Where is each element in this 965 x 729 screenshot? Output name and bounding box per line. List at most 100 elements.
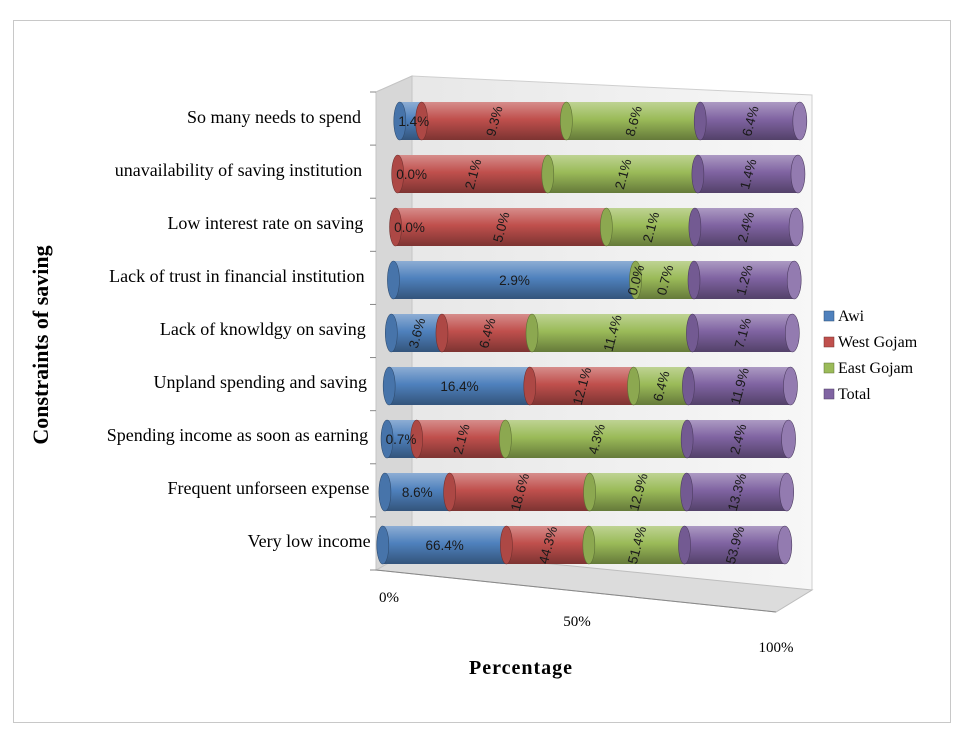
x-tick-label: 50% (563, 614, 591, 630)
bar-segment-cap (443, 472, 456, 512)
data-label: 66.4% (425, 538, 463, 553)
bar-segment-cap (686, 313, 699, 353)
bar-segment-east-gojam (588, 526, 685, 564)
bar-segment-cap (435, 313, 449, 353)
bar-row (384, 313, 800, 353)
y-axis-title: Constraints of saving (28, 245, 53, 444)
bar-end-cap (792, 101, 808, 141)
bar-segment-cap (678, 525, 691, 565)
data-label: 0.0% (394, 220, 425, 235)
bar-segment-total (692, 314, 793, 352)
legend-label: West Gojam (838, 334, 918, 351)
bar-row (391, 154, 806, 194)
bar-segment-cap (582, 525, 596, 565)
x-axis-line (375, 569, 777, 613)
legend: Awi West Gojam East Gojam Total (823, 308, 918, 403)
bar-segment-cap (688, 207, 702, 247)
bar-segment-cap (600, 207, 613, 247)
bar-segment-total (697, 155, 798, 193)
bar-segment-cap (629, 260, 642, 300)
category-label: Lack of trust in financial institution (109, 266, 364, 286)
bar-row (389, 207, 804, 247)
bar-segment-awi (384, 473, 450, 511)
bar-segment-west-gojam (421, 102, 567, 140)
bar-segment-cap (389, 207, 402, 247)
bar-segment-cap (387, 260, 400, 300)
data-label: 2.9% (499, 273, 530, 288)
bar-segment-east-gojam (589, 473, 687, 511)
bar-end-cap (777, 525, 793, 565)
bar-segment-cap (384, 313, 398, 353)
bar-segment-awi (382, 526, 507, 564)
bar-segment-east-gojam (635, 261, 695, 299)
bar-segment-west-gojam (529, 367, 634, 405)
bar-segment-cap (380, 419, 394, 459)
data-label: 1.4% (398, 114, 429, 129)
bar-segment-cap (410, 419, 423, 459)
bar-end-cap (790, 154, 806, 194)
bar-segment-west-gojam (395, 208, 607, 246)
bar-segment-cap (415, 101, 428, 141)
data-label: 0.7% (386, 432, 417, 447)
category-label: Spending income as soon as earning (107, 425, 368, 445)
legend-swatch (823, 336, 835, 348)
bar-segment-east-gojam (566, 102, 701, 140)
category-label: So many needs to spend (187, 107, 361, 127)
data-label: 16.4% (440, 379, 478, 394)
bar-segment-west-gojam (449, 473, 590, 511)
category-labels: So many needs to spend unavailability of … (107, 107, 371, 551)
category-label: Lack of knowldgy on saving (160, 319, 366, 339)
bar-segment-east-gojam (547, 155, 698, 193)
bar-segment-east-gojam (505, 420, 688, 458)
x-axis-title: Percentage (469, 657, 573, 679)
bar-segment-total (687, 420, 789, 458)
bar-segment-cap (376, 525, 390, 565)
category-label: Very low income (248, 531, 371, 551)
bar-segment-total (684, 526, 785, 564)
bar-segment-east-gojam (532, 314, 693, 352)
data-label: 8.6% (402, 485, 433, 500)
bar-end-cap (788, 207, 804, 247)
bar-segment-total (694, 208, 797, 246)
bar-segment-total (700, 102, 800, 140)
data-label: 0.0% (396, 167, 427, 182)
chart-frame (13, 20, 951, 723)
bar-segment-cap (378, 472, 392, 512)
legend-item: Awi (823, 308, 865, 325)
bar-segment-west-gojam (506, 526, 589, 564)
bar-segment-cap (500, 525, 513, 565)
bar-segment-cap (691, 154, 705, 194)
bar-segment-cap (687, 260, 701, 300)
bar-segment-cap (680, 419, 694, 459)
bar-row (387, 260, 802, 300)
x-tick-labels: 0% 50% 100% (379, 590, 794, 656)
legend-item: West Gojam (823, 334, 918, 351)
bar-end-cap (783, 366, 798, 406)
x-tick-label: 100% (759, 640, 794, 656)
bar-segment-east-gojam (633, 367, 689, 405)
legend-label: Awi (838, 308, 865, 325)
bar-segment-cap (541, 154, 555, 194)
bars (376, 101, 808, 565)
bar-row (382, 366, 798, 406)
bar-row (378, 472, 794, 512)
bar-segment-east-gojam (606, 208, 695, 246)
bar-segment-total (686, 473, 787, 511)
category-label: Unpland spending and saving (154, 372, 367, 392)
bar-segment-cap (525, 313, 539, 353)
bar-segment-cap (680, 472, 693, 512)
bar-segment-west-gojam (397, 155, 548, 193)
bar-segment-cap (693, 101, 707, 141)
bar-segment-cap (523, 366, 537, 406)
legend-swatch (823, 362, 835, 374)
bar-segment-awi (391, 314, 442, 352)
bar-segment-west-gojam (416, 420, 506, 458)
category-label: Low interest rate on saving (167, 213, 363, 233)
bar-segment-total (694, 261, 795, 299)
legend-label: East Gojam (838, 360, 914, 377)
legend-item: Total (823, 386, 871, 403)
bar-segment-cap (583, 472, 596, 512)
legend-item: East Gojam (823, 360, 914, 377)
category-label: unavailability of saving institution (115, 160, 362, 180)
